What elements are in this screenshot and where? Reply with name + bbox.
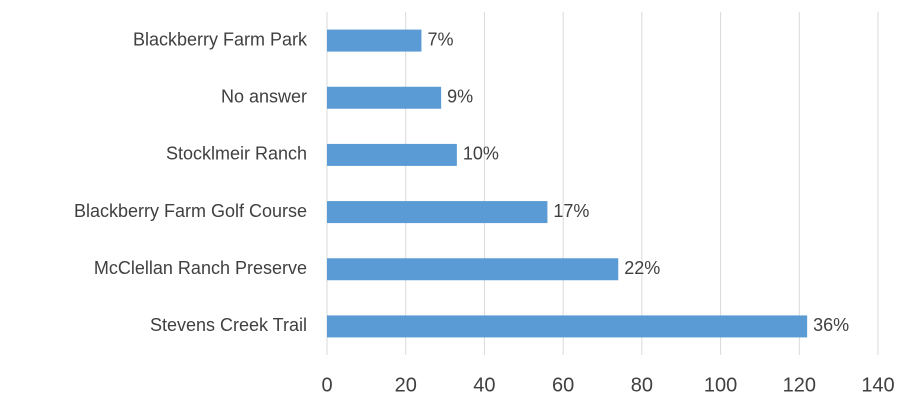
data-label: 17% [553,201,589,221]
data-label: 36% [813,315,849,335]
bar [327,258,619,281]
bar [327,29,422,52]
data-label: 10% [463,144,499,164]
x-tick-label: 20 [395,374,417,396]
x-tick-label: 60 [552,374,574,396]
x-tick-label: 140 [861,374,894,396]
category-label: McClellan Ranch Preserve [94,258,307,278]
x-tick-label: 120 [783,374,816,396]
bar [327,201,548,224]
category-label: Blackberry Farm Golf Course [74,201,307,221]
data-label: 7% [427,29,453,49]
data-label: 22% [624,258,660,278]
category-label: Stevens Creek Trail [150,315,307,335]
bar [327,143,457,166]
x-tick-label: 80 [631,374,653,396]
bar [327,315,808,338]
x-tick-label: 100 [704,374,737,396]
category-label: Stocklmeir Ranch [166,144,307,164]
bar [327,86,442,109]
x-tick-label: 0 [321,374,332,396]
x-tick-label: 40 [473,374,495,396]
category-label: No answer [221,87,307,107]
data-label: 9% [447,87,473,107]
category-label: Blackberry Farm Park [133,29,308,49]
